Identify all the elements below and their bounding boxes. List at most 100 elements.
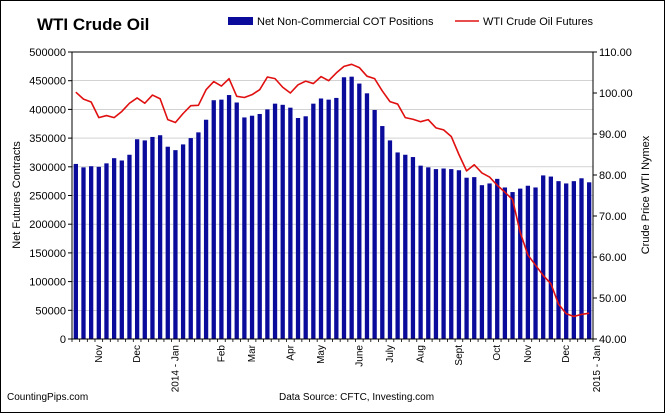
x-tick-label: July [385, 345, 396, 363]
cot-bar [165, 146, 170, 339]
x-tick-label: June [354, 345, 365, 367]
right-tick-label: 50.00 [599, 293, 627, 305]
cot-bar [403, 154, 408, 339]
cot-bar [73, 163, 78, 339]
right-tick-label: 60.00 [599, 252, 627, 264]
left-tick-label: 400000 [29, 104, 66, 116]
cot-bar [311, 103, 316, 339]
right-tick-label: 70.00 [599, 211, 627, 223]
cot-bar [142, 140, 147, 339]
cot-bar [318, 98, 324, 340]
x-tick-label: Dec [132, 345, 143, 363]
cot-bar [242, 117, 247, 339]
cot-bar [441, 168, 446, 339]
cot-bar [533, 187, 538, 339]
footer-data-source: Data Source: CFTC, Investing.com [279, 392, 434, 403]
cot-bar [111, 158, 117, 339]
x-tick-label: 2015 - Jan [592, 345, 603, 392]
cot-bar [564, 183, 569, 339]
right-axis-ticks: 40.00 50.00 60.00 70.00 80.00 90.00 100.00 110.… [593, 47, 633, 346]
x-tick-label: Nov [94, 345, 105, 363]
left-tick-label: 250000 [29, 191, 66, 203]
cot-bar [548, 176, 554, 339]
cot-bar [372, 109, 377, 339]
cot-bar [410, 157, 416, 339]
cot-bar [426, 167, 431, 339]
cot-bar [257, 113, 262, 340]
right-axis-label: Crude Price WTI Nymex [640, 135, 652, 254]
cot-bar [288, 107, 293, 340]
cot-bar [472, 177, 477, 339]
cot-bar [357, 83, 362, 339]
cot-bar [334, 97, 339, 339]
cot-bar [96, 166, 101, 339]
left-tick-label: 50000 [35, 305, 66, 317]
cot-bar [456, 170, 462, 339]
x-tick-label: Mar [247, 344, 258, 362]
legend-swatch-bars [228, 17, 253, 25]
cot-bar [487, 183, 492, 339]
x-tick-label: Aug [416, 345, 427, 363]
cot-bar [81, 167, 86, 339]
cot-bar [119, 160, 124, 339]
footer-source-site: CountingPips.com [7, 392, 88, 403]
right-tick-label: 110.00 [599, 47, 632, 59]
left-tick-label: 150000 [29, 248, 66, 260]
left-tick-label: 0 [60, 334, 66, 346]
right-tick-label: 100.00 [599, 88, 633, 100]
cot-bar [433, 169, 439, 339]
x-tick-label: 2014 - Jan [170, 345, 181, 392]
cot-bar [127, 154, 132, 339]
cot-bar [219, 99, 224, 339]
cot-bar [180, 144, 186, 339]
cot-bar [272, 103, 278, 339]
cot-bar [556, 181, 561, 339]
cot-bar [265, 109, 270, 340]
cot-bar [203, 119, 209, 339]
cot-bar [495, 178, 500, 339]
cot-bar [510, 192, 515, 339]
cot-bar [541, 175, 546, 339]
cot-bar [380, 126, 385, 339]
x-tick-label: Nov [523, 345, 534, 363]
cot-bar [157, 135, 163, 339]
price-line [75, 63, 590, 318]
cot-bar [502, 187, 508, 339]
cot-bar [89, 166, 94, 339]
x-tick-label: May [316, 345, 327, 364]
cot-bar [234, 102, 239, 339]
x-tick-label: Sept [454, 345, 465, 366]
left-tick-label: 100000 [29, 277, 66, 289]
left-tick-label: 300000 [29, 162, 66, 174]
cot-bar [395, 152, 400, 339]
cot-bar [188, 138, 193, 339]
cot-bar [387, 140, 393, 339]
cot-bar [349, 76, 354, 340]
right-tick-label: 80.00 [599, 170, 627, 182]
cot-bar [150, 136, 155, 339]
chart-title: WTI Crude Oil [37, 15, 149, 34]
left-axis-label: Net Futures Contracts [11, 141, 23, 249]
line-series [75, 63, 590, 318]
legend: Net Non-Commercial COT Positions WTI Cru… [228, 16, 594, 28]
cot-bar [173, 150, 178, 339]
cot-bar [303, 116, 308, 339]
right-tick-label: 40.00 [599, 334, 627, 346]
legend-label-bars: Net Non-Commercial COT Positions [257, 16, 434, 28]
cot-bar [449, 169, 454, 339]
x-tick-label: Feb [216, 345, 227, 363]
right-tick-label: 90.00 [599, 129, 627, 141]
left-tick-label: 500000 [29, 47, 66, 59]
cot-bar [571, 181, 576, 339]
cot-bar [418, 165, 423, 339]
x-axis-ticks: Nov Dec 2014 - Jan Feb Mar Apr May June July Aug S… [71, 339, 603, 392]
cot-bar [464, 177, 469, 339]
cot-bar [326, 99, 331, 339]
cot-bar [249, 115, 255, 340]
cot-bar [134, 139, 140, 339]
left-tick-label: 450000 [29, 76, 66, 88]
cot-bar [479, 185, 485, 339]
